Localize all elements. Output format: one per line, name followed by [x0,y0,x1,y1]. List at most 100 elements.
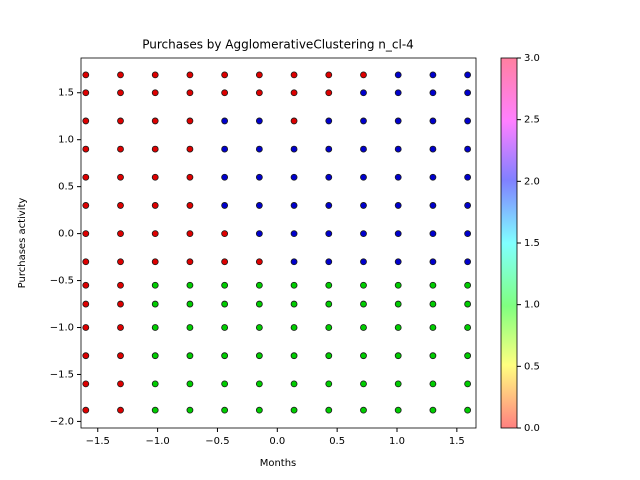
point [464,89,472,97]
point [221,71,229,79]
y-tick-label: −1.5 [50,369,74,380]
plot-frame [80,57,477,429]
point [394,258,402,266]
point [151,324,159,331]
colorbar-tick-label: 2.0 [524,176,540,187]
colorbar-tick-label: 1.0 [524,300,540,311]
point [290,117,298,125]
point [360,202,367,209]
point [221,300,229,308]
x-tick-label: 0.5 [329,436,345,447]
point [117,406,124,414]
point [186,117,194,125]
point [464,324,472,331]
point [117,352,124,360]
point [186,300,194,308]
point [186,202,194,209]
point [325,406,333,414]
colorbar-tick-label: 0.0 [524,423,540,434]
point [186,89,194,97]
point [151,173,159,181]
point [117,281,124,289]
point [429,117,437,125]
point [464,202,472,209]
point [464,258,472,266]
point [151,71,159,79]
point [325,89,333,97]
point [290,281,298,289]
point [360,71,367,79]
point [360,300,367,308]
point [221,230,229,238]
point [151,145,159,153]
point [464,173,472,181]
point [221,202,229,209]
point [255,352,263,360]
point [429,71,437,79]
y-tick-label: −2.0 [50,416,74,427]
point [290,145,298,153]
point [290,202,298,209]
point [429,89,437,97]
point [82,352,90,360]
chart-title: Purchases by AgglomerativeClustering n_c… [142,38,414,52]
point [429,281,437,289]
point [221,324,229,331]
y-tick-label: 0.0 [58,229,74,240]
point [255,202,263,209]
point [117,300,124,308]
point [325,173,333,181]
point [221,380,229,388]
point [325,380,333,388]
colorbar [500,57,518,429]
point [360,380,367,388]
point [255,230,263,238]
point [221,352,229,360]
point [394,230,402,238]
y-tick-label: −0.5 [50,276,74,287]
x-tick-label: −1.0 [145,436,169,447]
point [117,89,124,97]
point [360,406,367,414]
x-tick-label: 0.0 [269,436,285,447]
point [82,71,90,79]
point [429,173,437,181]
point [82,300,90,308]
point [255,324,263,331]
y-tick-label: −1.0 [50,323,74,334]
point [151,258,159,266]
point [151,406,159,414]
point [290,300,298,308]
point [255,258,263,266]
point [117,258,124,266]
point [255,281,263,289]
point [221,258,229,266]
point [117,202,124,209]
point [186,352,194,360]
point [464,145,472,153]
point [82,202,90,209]
point [117,380,124,388]
point [325,230,333,238]
y-tick-label: 1.5 [58,88,74,99]
point [429,258,437,266]
point [82,117,90,125]
point [82,89,90,97]
point [82,173,90,181]
point [82,324,90,331]
point [290,324,298,331]
point [360,281,367,289]
point [394,202,402,209]
point [151,300,159,308]
point [117,230,124,238]
point [117,117,124,125]
point [151,89,159,97]
point [464,117,472,125]
x-axis-label: Months [260,458,297,469]
point [151,202,159,209]
point [394,117,402,125]
y-tick-label: 1.0 [58,135,74,146]
point [221,89,229,97]
point [360,258,367,266]
point [117,173,124,181]
